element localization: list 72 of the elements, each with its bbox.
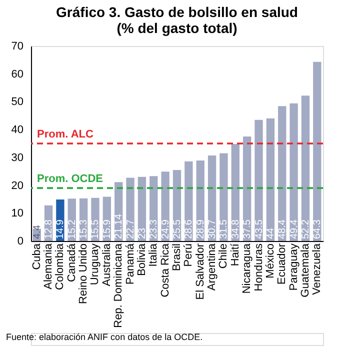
y-tick-label: 20 (11, 180, 24, 192)
data-label: 4.4 (32, 224, 43, 239)
data-label: 15.3 (78, 219, 90, 239)
data-label: 34.8 (230, 219, 242, 239)
x-tick-label: Uruguay (89, 243, 102, 286)
x-tick-label: Ecuador (276, 243, 288, 284)
y-tick-label: 10 (11, 208, 24, 220)
ref-line-label: Prom. OCDE (37, 173, 104, 186)
x-tick-label: Paraguay (288, 243, 300, 291)
x-tick-label: Argentina (206, 242, 218, 291)
x-tick-label: Nicaragua (241, 242, 254, 294)
data-label: 37.5 (242, 219, 254, 239)
data-label: 44 (265, 227, 276, 239)
chart-title: Gráfico 3. Gasto de bolsillo en salud (% del gasto total) (56, 4, 298, 36)
data-label: 14.9 (55, 219, 66, 239)
bar (254, 120, 263, 241)
ref-line-label: Prom. ALC (37, 128, 94, 140)
data-label: 24.9 (160, 219, 172, 239)
x-tick-label: Panamá (124, 242, 136, 284)
data-label: 23 (136, 227, 148, 239)
x-tick-label: Reino Unido (78, 244, 90, 304)
x-tick-label: Guatemala (299, 242, 312, 298)
bar (290, 103, 298, 241)
x-tick-label: Canadá (66, 242, 78, 282)
data-label: 28.9 (195, 219, 206, 239)
x-tick-label: Bolivia (136, 242, 148, 276)
y-tick-label: 0 (17, 236, 24, 248)
y-tick-label: 60 (11, 68, 24, 80)
data-label: 15.9 (102, 219, 113, 239)
data-label: 25.5 (172, 219, 183, 239)
y-tick-label: 70 (11, 40, 24, 52)
data-label: 12.8 (44, 219, 55, 239)
x-tick-label: Perú (182, 244, 195, 267)
bar (220, 153, 228, 241)
y-tick-label: 50 (11, 96, 24, 108)
data-label: 15.5 (90, 219, 102, 239)
data-label: 28.6 (184, 219, 195, 239)
x-tick-label: México (264, 244, 276, 278)
bar (266, 118, 275, 241)
data-label: 22.7 (125, 219, 136, 239)
x-tick-label: Brasil (171, 244, 183, 272)
bar (161, 172, 170, 241)
data-label: 30.7 (207, 219, 218, 239)
x-tick-label: Venezuela (311, 242, 324, 295)
bar (278, 106, 286, 241)
x-tick-label: Haití (229, 242, 242, 266)
data-label: 48.4 (277, 219, 288, 239)
data-label: 31.5 (218, 219, 230, 239)
data-label: 23.3 (148, 219, 160, 239)
x-tick-label: Australia (100, 242, 113, 286)
data-label: 49.4 (288, 219, 300, 239)
y-tick-label: 40 (11, 124, 24, 136)
x-tick-label: Costa Rica (159, 242, 172, 298)
bar (301, 96, 310, 241)
source-note: Fuente: elaboración ANIF con datos de la OCDE. (6, 332, 203, 342)
data-label: 52.2 (300, 219, 312, 239)
x-tick-label: Rep. Dominicana (112, 242, 125, 328)
y-tick-label: 30 (11, 152, 24, 164)
x-tick-label: Colombia (54, 242, 66, 290)
bar (126, 178, 134, 241)
x-tick-label: Honduras (252, 243, 265, 292)
x-tick-label: Chile (218, 244, 230, 269)
x-tick-label: El Salvador (194, 243, 206, 300)
data-label: 64.3 (312, 219, 324, 239)
data-label: 21.14 (114, 214, 125, 239)
x-tick-label: Alemania (42, 242, 55, 290)
data-label: 43.5 (254, 219, 265, 239)
bar (184, 161, 193, 241)
bar (313, 62, 322, 241)
data-label: 15.2 (66, 219, 78, 239)
x-tick-label: Cuba (30, 242, 43, 270)
x-tick-label: Italia (148, 242, 160, 267)
